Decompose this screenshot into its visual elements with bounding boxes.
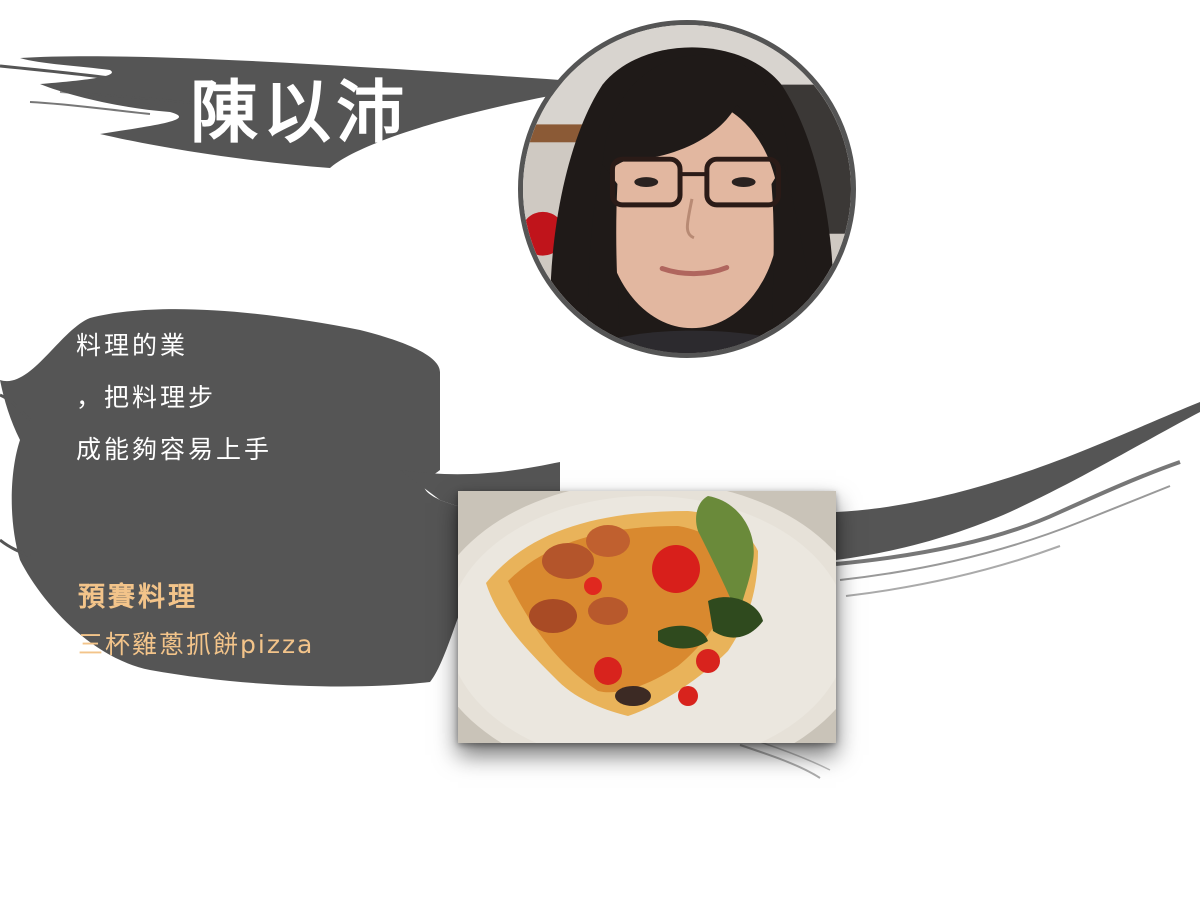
dish-name: 三杯雞蔥抓餅pizza	[78, 630, 315, 659]
portrait-image	[523, 25, 851, 353]
bio-line: 成能夠容易上手	[76, 435, 273, 464]
pizza-image	[458, 491, 836, 743]
chef-avatar	[518, 20, 856, 358]
bio-line: 料理的業	[76, 331, 189, 360]
chef-name: 陳以沛	[190, 74, 410, 153]
dish-photo	[458, 491, 836, 743]
bio-line: ，把料理步	[76, 383, 217, 412]
chef-bio: 料理的業 ，把料理步 成能夠容易上手	[76, 320, 436, 476]
section-label: 預賽料理	[78, 582, 198, 613]
